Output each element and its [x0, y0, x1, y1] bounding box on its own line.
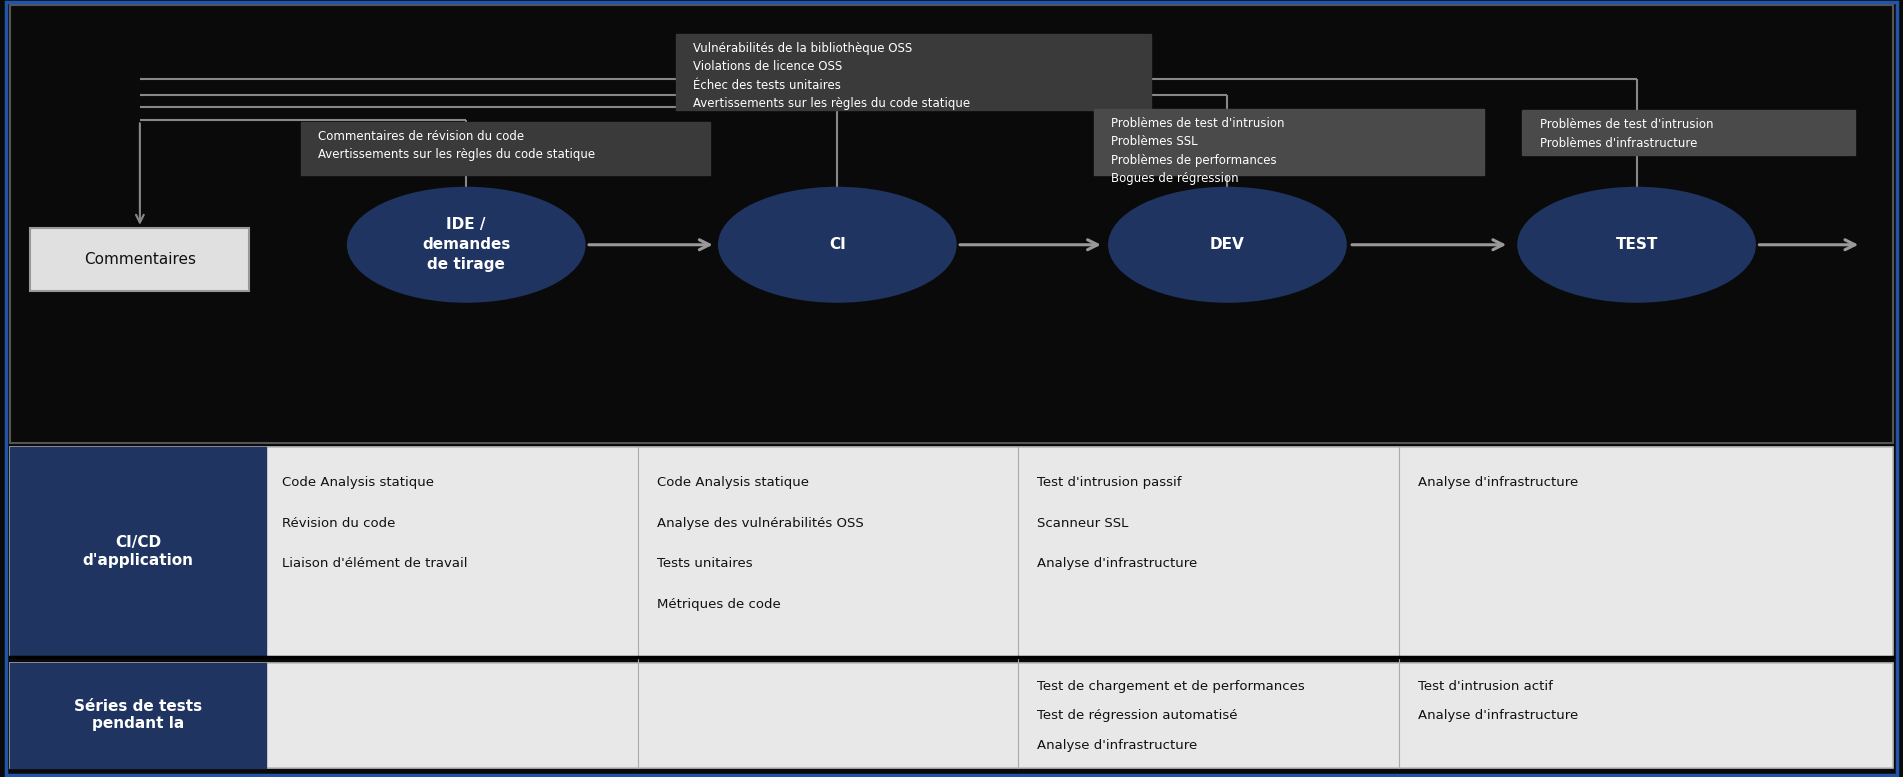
- Text: Commentaires de révision du code
Avertissements sur les règles du code statique: Commentaires de révision du code Avertis…: [318, 130, 596, 162]
- Text: CI: CI: [830, 237, 845, 253]
- Ellipse shape: [1519, 188, 1755, 301]
- Text: Séries de tests
pendant la: Séries de tests pendant la: [74, 699, 202, 731]
- Text: TEST: TEST: [1616, 237, 1658, 253]
- FancyBboxPatch shape: [301, 122, 710, 175]
- Text: Révision du code: Révision du code: [282, 517, 396, 530]
- Text: Tests unitaires: Tests unitaires: [657, 557, 752, 570]
- Text: Vulnérabilités de la bibliothèque OSS
Violations de licence OSS
Échec des tests : Vulnérabilités de la bibliothèque OSS Vi…: [693, 42, 971, 110]
- Text: Problèmes de test d'intrusion
Problèmes SSL
Problèmes de performances
Bogues de : Problèmes de test d'intrusion Problèmes …: [1111, 117, 1285, 185]
- Text: IDE /
demandes
de tirage: IDE / demandes de tirage: [422, 218, 510, 272]
- Text: DEV: DEV: [1210, 237, 1245, 253]
- Text: CI/CD
d'application: CI/CD d'application: [82, 535, 194, 568]
- Text: Test de régression automatisé: Test de régression automatisé: [1037, 709, 1237, 723]
- Text: Scanneur SSL: Scanneur SSL: [1037, 517, 1128, 530]
- Text: Commentaires: Commentaires: [84, 252, 196, 267]
- FancyBboxPatch shape: [10, 663, 1893, 768]
- Ellipse shape: [719, 188, 955, 301]
- Text: Test de chargement et de performances: Test de chargement et de performances: [1037, 680, 1305, 693]
- Text: Analyse des vulnérabilités OSS: Analyse des vulnérabilités OSS: [657, 517, 864, 530]
- FancyBboxPatch shape: [676, 34, 1151, 110]
- Text: Analyse d'infrastructure: Analyse d'infrastructure: [1418, 709, 1578, 723]
- FancyBboxPatch shape: [10, 663, 266, 768]
- Text: Analyse d'infrastructure: Analyse d'infrastructure: [1418, 476, 1578, 490]
- Text: Analyse d'infrastructure: Analyse d'infrastructure: [1037, 557, 1197, 570]
- Text: Test d'intrusion passif: Test d'intrusion passif: [1037, 476, 1182, 490]
- FancyBboxPatch shape: [30, 228, 249, 291]
- FancyBboxPatch shape: [10, 447, 1893, 657]
- FancyBboxPatch shape: [1522, 110, 1855, 155]
- Text: Liaison d'élément de travail: Liaison d'élément de travail: [282, 557, 466, 570]
- FancyBboxPatch shape: [10, 5, 1893, 443]
- Text: Code Analysis statique: Code Analysis statique: [657, 476, 809, 490]
- FancyBboxPatch shape: [1094, 109, 1484, 175]
- Text: Code Analysis statique: Code Analysis statique: [282, 476, 434, 490]
- Ellipse shape: [1109, 188, 1345, 301]
- Text: Problèmes de test d'intrusion
Problèmes d'infrastructure: Problèmes de test d'intrusion Problèmes …: [1540, 118, 1713, 150]
- Text: Analyse d'infrastructure: Analyse d'infrastructure: [1037, 739, 1197, 752]
- Ellipse shape: [348, 188, 584, 301]
- Text: Métriques de code: Métriques de code: [657, 598, 780, 611]
- Text: Test d'intrusion actif: Test d'intrusion actif: [1418, 680, 1553, 693]
- FancyBboxPatch shape: [10, 447, 266, 657]
